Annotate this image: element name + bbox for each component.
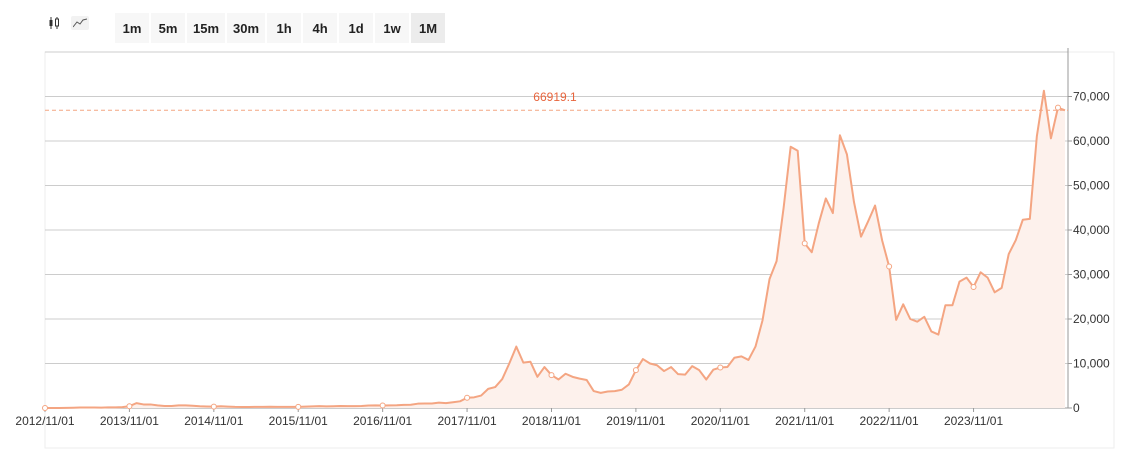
line-chart-icon bbox=[73, 18, 87, 28]
y-tick-label: 10,000 bbox=[1073, 357, 1110, 371]
price-area-fill bbox=[45, 90, 1065, 408]
y-tick-label: 50,000 bbox=[1073, 179, 1110, 193]
interval-button-4h[interactable]: 4h bbox=[303, 13, 338, 43]
interval-button-1d[interactable]: 1d bbox=[339, 13, 374, 43]
y-tick-label: 70,000 bbox=[1073, 90, 1110, 104]
data-point-marker bbox=[548, 372, 555, 379]
data-point-marker bbox=[632, 367, 639, 374]
interval-button-15m[interactable]: 15m bbox=[187, 13, 226, 43]
data-point-marker bbox=[886, 263, 893, 270]
data-point-marker bbox=[42, 404, 48, 411]
x-tick-label: 2017/11/01 bbox=[437, 414, 496, 428]
data-point-marker bbox=[295, 403, 302, 410]
interval-selector: 1m 5m 15m 30m 1h 4h 1d 1w 1M bbox=[115, 13, 446, 43]
data-point-marker bbox=[1054, 104, 1061, 111]
data-point-marker bbox=[970, 283, 977, 290]
y-tick-label: 60,000 bbox=[1073, 134, 1110, 148]
data-point-marker bbox=[210, 403, 217, 410]
x-tick-label: 2018/11/01 bbox=[522, 414, 581, 428]
x-tick-label: 2020/11/01 bbox=[691, 414, 750, 428]
interval-button-30m[interactable]: 30m bbox=[227, 13, 266, 43]
y-axis: 0 10,000 20,000 30,000 40,000 50,000 60,000 70,… bbox=[1068, 90, 1110, 415]
x-axis: 2012/11/01 2013/11/01 2014/11/01 2015/11/01… bbox=[15, 408, 1003, 428]
y-tick-label: 0 bbox=[1073, 401, 1080, 415]
x-tick-label: 2014/11/01 bbox=[184, 414, 243, 428]
chart-type-switcher bbox=[45, 12, 89, 44]
interval-button-5m[interactable]: 5m bbox=[151, 13, 185, 43]
data-point-marker bbox=[801, 240, 808, 247]
chart-toolbar: 1m 5m 15m 30m 1h 4h 1d 1w 1M bbox=[45, 12, 446, 44]
data-markers bbox=[42, 104, 1061, 411]
x-tick-label: 2015/11/01 bbox=[269, 414, 328, 428]
candlestick-icon bbox=[49, 17, 59, 29]
x-tick-label: 2013/11/01 bbox=[100, 414, 159, 428]
y-tick-label: 40,000 bbox=[1073, 223, 1110, 237]
interval-button-1m[interactable]: 1m bbox=[115, 13, 149, 43]
interval-button-1h[interactable]: 1h bbox=[267, 13, 302, 43]
x-tick-label: 2016/11/01 bbox=[353, 414, 412, 428]
x-tick-label: 2022/11/01 bbox=[860, 414, 919, 428]
data-point-marker bbox=[464, 394, 471, 401]
interval-button-1w[interactable]: 1w bbox=[375, 13, 410, 43]
data-point-marker bbox=[126, 403, 133, 410]
y-tick-label: 20,000 bbox=[1073, 312, 1110, 326]
x-tick-label: 2023/11/01 bbox=[944, 414, 1003, 428]
line-chart-button[interactable] bbox=[71, 16, 89, 30]
candlestick-button[interactable] bbox=[45, 16, 63, 30]
x-tick-label: 2019/11/01 bbox=[606, 414, 665, 428]
data-point-marker bbox=[717, 364, 724, 371]
interval-button-1m[interactable]: 1M bbox=[411, 13, 446, 43]
x-tick-label: 2021/11/01 bbox=[775, 414, 834, 428]
data-point-marker bbox=[379, 402, 386, 409]
reference-line-label: 66919.1 bbox=[533, 90, 577, 104]
x-tick-label: 2012/11/01 bbox=[15, 414, 74, 428]
y-tick-label: 30,000 bbox=[1073, 268, 1110, 282]
